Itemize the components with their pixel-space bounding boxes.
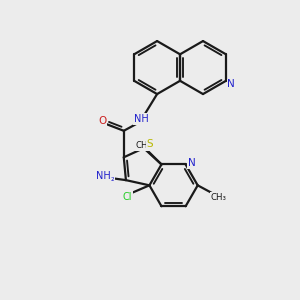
Text: S: S	[147, 139, 153, 149]
Text: O: O	[98, 116, 106, 126]
Text: CH₃: CH₃	[136, 141, 152, 150]
Text: CH₃: CH₃	[210, 193, 226, 202]
Text: N: N	[227, 79, 235, 89]
Text: NH: NH	[96, 171, 111, 181]
Text: Cl: Cl	[123, 192, 132, 202]
Text: NH: NH	[134, 114, 149, 124]
Text: N: N	[188, 158, 195, 168]
Text: ₂: ₂	[110, 174, 114, 183]
